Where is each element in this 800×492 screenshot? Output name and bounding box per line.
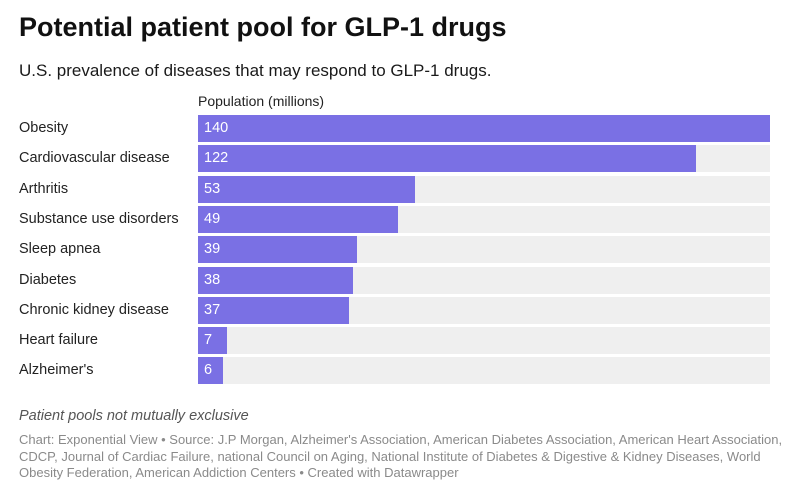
bar <box>198 115 770 142</box>
chart-subtitle: U.S. prevalence of diseases that may res… <box>19 61 492 80</box>
bar <box>198 296 350 324</box>
category-label: Arthritis <box>19 180 69 197</box>
bar-row: Diabetes 38 <box>0 266 800 294</box>
bar-value-label: 53 <box>204 180 221 197</box>
category-label: Cardiovascular disease <box>19 150 170 167</box>
bar-track: 49 <box>198 205 770 233</box>
category-label: Alzheimer's <box>19 362 94 379</box>
bar-track: 122 <box>198 145 770 173</box>
bar-row: Heart failure 7 <box>0 327 800 355</box>
category-label: Obesity <box>19 120 69 136</box>
category-label: Substance use disorders <box>19 210 179 227</box>
bar-row: Obesity 140 <box>0 115 800 142</box>
bar-row: Alzheimer's 6 <box>0 357 800 385</box>
bar <box>198 175 415 203</box>
category-label: Heart failure <box>19 332 98 349</box>
bar-row: Chronic kidney disease 37 <box>0 296 800 324</box>
bar <box>198 236 358 264</box>
bar-value-label: 122 <box>204 150 229 167</box>
bar-track: 38 <box>198 266 770 294</box>
bar-track: 7 <box>198 327 770 355</box>
bar-track: 39 <box>198 236 770 264</box>
bar-value-label: 38 <box>204 271 221 288</box>
bar-value-label: 140 <box>204 120 229 136</box>
bar-value-label: 49 <box>204 210 221 227</box>
bar-row: Cardiovascular disease 122 <box>0 145 800 173</box>
bar <box>198 266 354 294</box>
bar-track: 37 <box>198 296 770 324</box>
bar <box>198 357 223 385</box>
bar-track: 6 <box>198 357 770 385</box>
bar-row: Substance use disorders 49 <box>0 205 800 233</box>
bar-row: Arthritis 53 <box>0 175 800 203</box>
bar-value-label: 6 <box>204 362 213 379</box>
category-label: Sleep apnea <box>19 241 101 258</box>
bar <box>198 145 697 173</box>
category-label: Diabetes <box>19 271 77 288</box>
bar <box>198 205 399 233</box>
chart-title: Potential patient pool for GLP-1 drugs <box>19 12 507 42</box>
bar-value-label: 37 <box>204 301 221 318</box>
chart-note: Patient pools not mutually exclusive <box>19 408 249 424</box>
bar-track: 53 <box>198 175 770 203</box>
value-column-header: Population (millions) <box>198 93 325 109</box>
bar-value-label: 39 <box>204 241 221 258</box>
category-label: Chronic kidney disease <box>19 301 169 318</box>
bar-track: 140 <box>198 115 770 142</box>
bar-value-label: 7 <box>204 332 213 349</box>
bar <box>198 327 227 355</box>
chart-source: Chart: Exponential View • Source: J.P Mo… <box>19 432 783 480</box>
bar-row: Sleep apnea 39 <box>0 236 800 264</box>
